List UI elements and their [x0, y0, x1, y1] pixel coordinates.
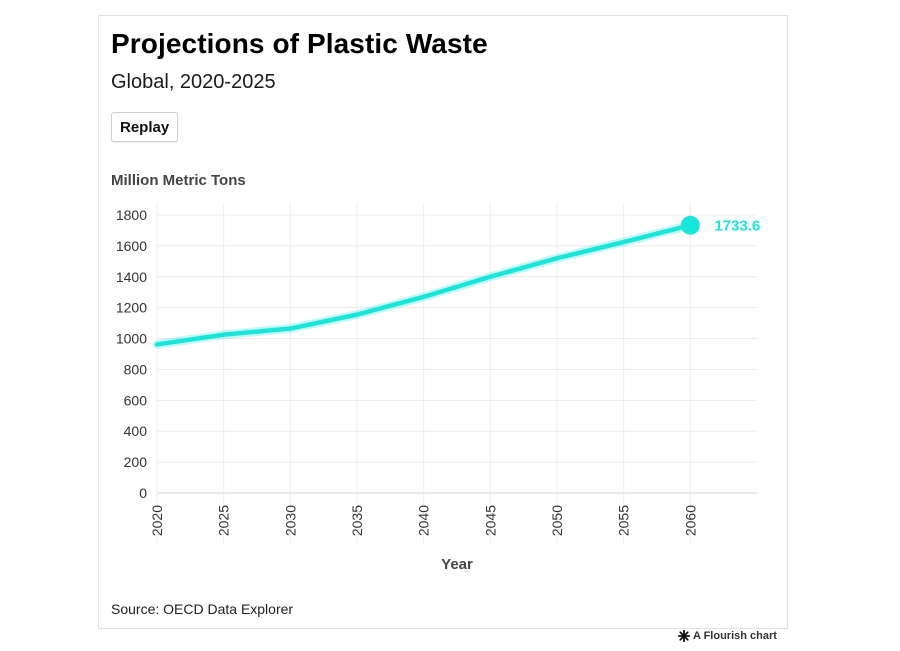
x-tick-label: 2045 [482, 505, 498, 536]
y-tick-label: 1000 [116, 331, 147, 347]
x-tick-label: 2055 [616, 505, 632, 536]
x-tick-label: 2020 [149, 505, 165, 536]
flourish-credit[interactable]: A Flourish chart [678, 630, 777, 642]
y-tick-label: 800 [124, 361, 148, 377]
y-tick-label: 1800 [116, 207, 147, 223]
chart-card: Projections of Plastic Waste Global, 202… [98, 15, 788, 629]
y-axis-title: Million Metric Tons [111, 172, 246, 189]
chart-subtitle: Global, 2020-2025 [111, 71, 276, 93]
x-tick-label: 2035 [349, 505, 365, 536]
y-tick-label: 600 [124, 392, 148, 408]
x-tick-label: 2030 [282, 505, 298, 536]
replay-button[interactable]: Replay [111, 112, 179, 142]
end-value-label: 1733.6 [714, 217, 760, 234]
y-tick-label: 0 [139, 485, 147, 501]
x-tick-label: 2040 [416, 505, 432, 536]
chart-title: Projections of Plastic Waste [111, 28, 488, 59]
series-line [154, 223, 693, 347]
source-note: Source: OECD Data Explorer [111, 601, 294, 617]
y-tick-label: 1600 [116, 238, 147, 254]
y-tick-label: 1400 [116, 269, 147, 285]
x-axis-title: Year [441, 556, 473, 573]
x-tick-label: 2050 [549, 505, 565, 536]
flourish-logo-icon [678, 630, 690, 642]
flourish-credit-label: A Flourish chart [693, 630, 777, 642]
y-tick-label: 1200 [116, 300, 147, 316]
end-point-marker [680, 215, 700, 235]
y-tick-label: 200 [124, 454, 148, 470]
y-tick-label: 400 [124, 423, 148, 439]
x-tick-label: 2060 [682, 505, 698, 536]
x-tick-label: 2025 [216, 505, 232, 536]
